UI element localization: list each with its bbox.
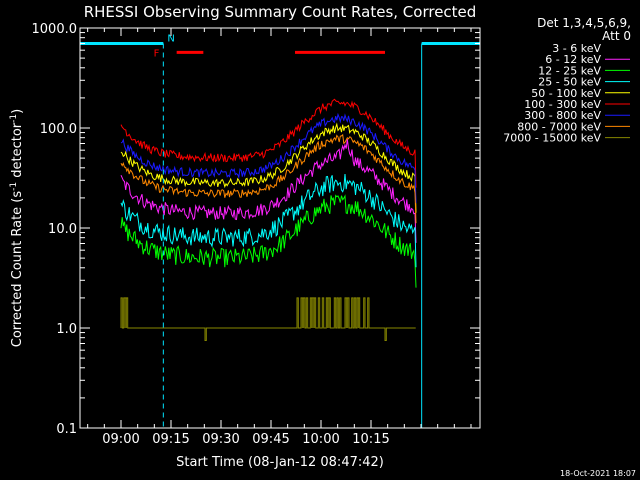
y-tick-label: 1000.0 <box>32 22 78 37</box>
y-axis: 0.1 1.0 10.0 100.0 1000.0 <box>32 22 480 437</box>
legend-label: 6 - 12 keV <box>545 53 601 66</box>
legend-label: 3 - 6 keV <box>552 42 601 55</box>
series-line <box>120 194 417 288</box>
y-axis-label: Corrected Count Rate (s-1 detector-1) <box>9 109 25 347</box>
x-tick-label: 09:15 <box>152 432 189 447</box>
x-tick-label: 10:15 <box>352 432 389 447</box>
series-line-7000-15000 <box>120 297 416 341</box>
y-label-end: ) <box>10 109 25 114</box>
x-tick-label: 09:30 <box>202 432 239 447</box>
series-line <box>120 122 417 213</box>
x-tick-label: 09:45 <box>252 432 289 447</box>
legend-label: 25 - 50 keV <box>538 76 601 89</box>
series-line <box>120 173 417 268</box>
series-line <box>120 133 417 224</box>
legend-label: 12 - 25 keV <box>538 64 601 77</box>
x-tick-label: 09:00 <box>102 432 139 447</box>
series-line <box>120 139 417 243</box>
y-tick-label: 1.0 <box>56 322 77 337</box>
y-label-main: Corrected Count Rate (s <box>10 191 25 348</box>
y-label-sup1: -1 <box>9 182 19 191</box>
y-tick-label: 0.1 <box>56 422 77 437</box>
footer-timestamp: 18-Oct-2021 18:07 <box>560 469 636 478</box>
y-tick-label: 100.0 <box>40 122 77 137</box>
flare-flag-label: F <box>154 48 160 59</box>
night-flag-label: N <box>167 34 174 45</box>
legend-label: 7000 - 15000 keV <box>503 132 601 145</box>
series-line <box>120 112 417 204</box>
x-axis: 09:00 09:15 09:30 09:45 10:00 10:15 <box>87 28 472 447</box>
series-line <box>120 98 417 188</box>
legend-label: 100 - 300 keV <box>524 98 601 111</box>
chart-title: RHESSI Observing Summary Count Rates, Co… <box>84 3 477 21</box>
legend-label: 800 - 7000 keV <box>517 120 601 133</box>
x-tick-label: 10:00 <box>302 432 339 447</box>
y-tick-label: 10.0 <box>48 222 77 237</box>
y-label-mid: detector <box>10 122 25 182</box>
legend-label: 300 - 800 keV <box>524 109 601 122</box>
legend-label: 50 - 100 keV <box>531 87 601 100</box>
x-axis-label: Start Time (08-Jan-12 08:47:42) <box>176 455 384 470</box>
legend-header-1: Det 1,3,4,5,6,9, <box>537 16 631 30</box>
legend-header-2: Att 0 <box>602 29 631 43</box>
y-label-sup2: -1 <box>9 114 19 123</box>
